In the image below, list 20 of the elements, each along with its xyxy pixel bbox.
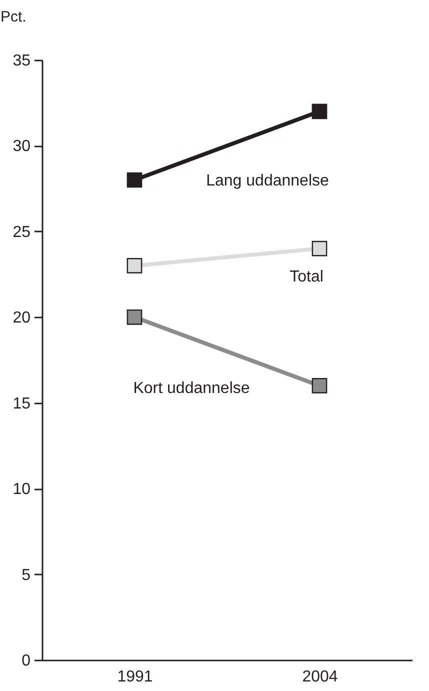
y-tick-label: 5 [22, 566, 31, 584]
y-tick-label: 0 [22, 652, 31, 670]
point [312, 104, 328, 120]
y-tick-label: 15 [12, 395, 31, 412]
series-label: Lang uddannelse [206, 172, 329, 190]
point [126, 258, 142, 274]
y-axis-title: Pct. [0, 8, 26, 26]
y-tick-label: 20 [12, 310, 31, 327]
y-tick-label: 30 [12, 138, 31, 156]
y-tick-label: 10 [12, 481, 31, 498]
point [126, 172, 142, 188]
point [312, 378, 328, 394]
series-label: Total [290, 268, 324, 286]
y-tick-label: 35 [12, 52, 31, 70]
x-tick-label: 1991 [117, 668, 153, 686]
y-tick-label: 25 [12, 224, 31, 241]
point [312, 240, 328, 256]
point [126, 309, 142, 325]
series-label: Kort uddannelse [133, 380, 250, 398]
x-tick-label: 2004 [302, 668, 338, 686]
